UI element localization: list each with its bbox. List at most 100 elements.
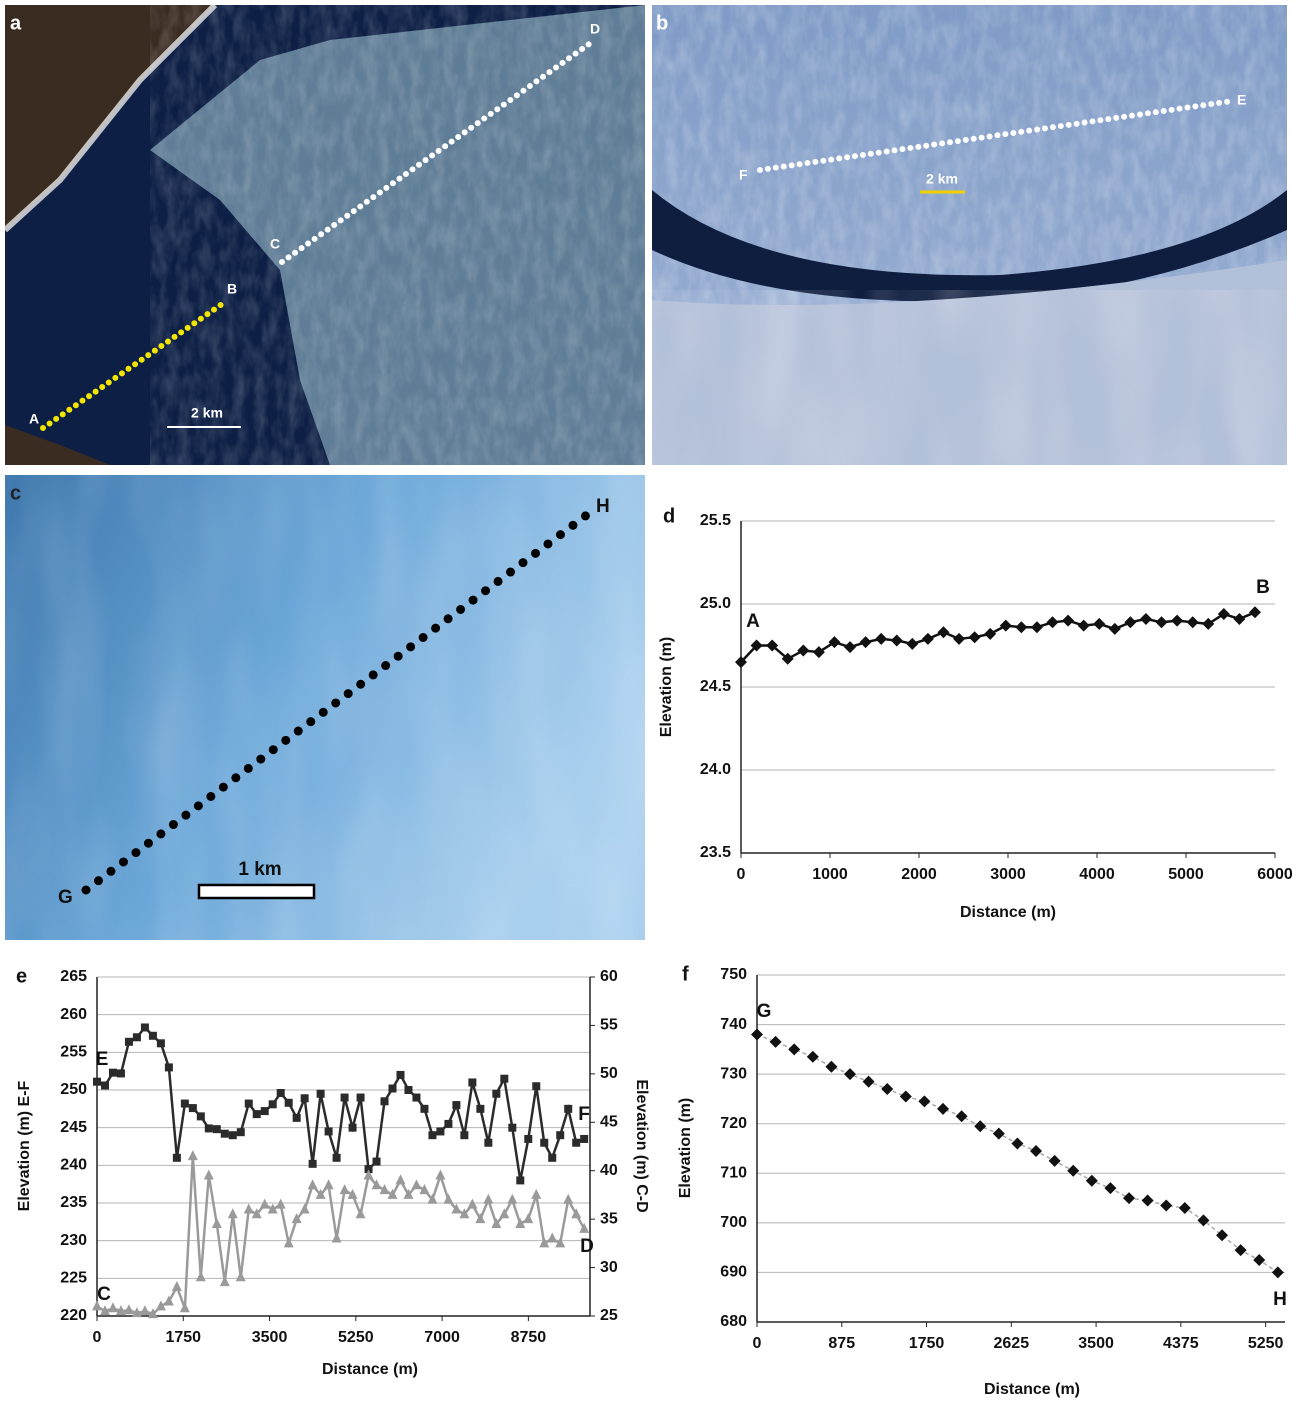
y2-tick-label: 60 <box>600 968 618 985</box>
marker <box>124 1304 134 1314</box>
y-tick-label: 220 <box>60 1307 87 1324</box>
marker <box>229 1131 237 1139</box>
point-label: B <box>227 281 237 297</box>
marker <box>381 1097 389 1105</box>
x-tick-label: 0 <box>93 1329 102 1346</box>
x-tick-label: 875 <box>828 1335 855 1352</box>
panel-letter: c <box>10 482 21 504</box>
y-tick-label: 265 <box>60 968 87 985</box>
marker <box>974 1120 986 1132</box>
marker <box>1123 1192 1135 1204</box>
x-tick-label: 5250 <box>1248 1335 1284 1352</box>
marker <box>1047 616 1059 628</box>
marker <box>237 1128 245 1136</box>
marker <box>140 1305 150 1315</box>
marker <box>181 1100 189 1108</box>
y-tick-label: 245 <box>60 1119 87 1136</box>
marker <box>953 633 965 645</box>
marker <box>548 1154 556 1162</box>
marker <box>523 1213 533 1223</box>
marker <box>937 626 949 638</box>
marker <box>1000 620 1012 632</box>
image-a <box>5 5 645 465</box>
marker <box>300 1203 310 1213</box>
marker <box>1049 1155 1061 1167</box>
marker <box>572 1139 580 1147</box>
point-label: A <box>29 411 39 427</box>
marker <box>212 1218 222 1228</box>
marker <box>373 1158 381 1166</box>
marker <box>863 1076 875 1088</box>
marker <box>293 1114 301 1122</box>
marker <box>508 1124 516 1132</box>
marker <box>844 641 856 653</box>
point-label: D <box>590 21 600 37</box>
x-tick-label: 4000 <box>1079 866 1115 883</box>
marker <box>253 1110 261 1118</box>
marker <box>483 1194 493 1204</box>
scale-label: 1 km <box>238 859 281 880</box>
marker <box>1156 616 1168 628</box>
annotation: B <box>1256 577 1270 598</box>
scale-label: 2 km <box>191 405 223 421</box>
x-tick-label: 3500 <box>252 1329 288 1346</box>
panel-letter: b <box>656 12 668 34</box>
marker <box>205 1124 213 1132</box>
marker <box>492 1090 500 1098</box>
x-tick-label: 0 <box>753 1335 762 1352</box>
marker <box>236 1271 246 1281</box>
marker <box>1272 1266 1284 1278</box>
x-tick-label: 8750 <box>511 1329 547 1346</box>
marker <box>1124 616 1136 628</box>
marker <box>245 1100 253 1108</box>
annotation: H <box>1273 1289 1287 1310</box>
marker <box>109 1069 117 1077</box>
annotation: D <box>580 1236 594 1257</box>
marker <box>1030 1145 1042 1157</box>
marker <box>1086 1175 1098 1187</box>
image-b <box>652 5 1287 465</box>
marker <box>277 1089 285 1097</box>
marker <box>918 1095 930 1107</box>
marker <box>751 1028 763 1040</box>
y-tick-label: 235 <box>60 1194 87 1211</box>
marker <box>906 638 918 650</box>
marker <box>444 1120 452 1128</box>
marker <box>141 1023 149 1031</box>
marker <box>436 1127 444 1135</box>
y-tick-label: 750 <box>720 966 747 983</box>
marker <box>349 1124 357 1132</box>
marker <box>563 1194 573 1204</box>
x-tick-label: 5250 <box>338 1329 374 1346</box>
marker <box>531 1189 541 1199</box>
x-tick-label: 3000 <box>990 866 1026 883</box>
y-axis-label: Elevation (m) E-F <box>16 1080 33 1211</box>
panel-letter: e <box>16 965 27 987</box>
marker <box>540 1139 548 1147</box>
marker <box>125 1038 133 1046</box>
marker <box>333 1154 341 1162</box>
marker <box>308 1179 318 1189</box>
marker <box>1093 618 1105 630</box>
marker <box>468 1078 476 1086</box>
x-tick-label: 1750 <box>165 1329 201 1346</box>
marker <box>317 1090 325 1098</box>
marker <box>204 1170 214 1180</box>
marker <box>860 636 872 648</box>
y2-tick-label: 35 <box>600 1210 618 1227</box>
marker <box>500 1075 508 1083</box>
marker <box>341 1094 349 1102</box>
marker <box>467 1199 477 1209</box>
y-tick-label: 25.0 <box>700 595 731 612</box>
marker <box>93 1078 101 1086</box>
marker <box>221 1130 229 1138</box>
marker <box>797 644 809 656</box>
marker <box>956 1110 968 1122</box>
annotation: G <box>757 1001 772 1022</box>
series-line <box>97 1028 584 1181</box>
marker <box>269 1100 277 1108</box>
annotation: E <box>96 1049 109 1070</box>
marker <box>1187 616 1199 628</box>
marker <box>556 1131 564 1139</box>
marker <box>993 1128 1005 1140</box>
